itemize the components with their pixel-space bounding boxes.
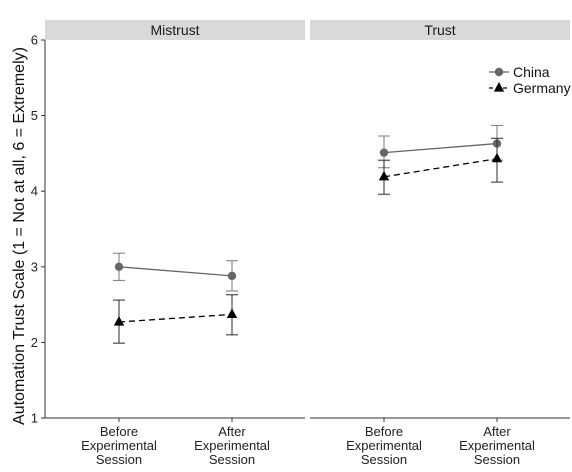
- y-tick-label: 6: [31, 33, 38, 48]
- data-point-circle-legend-0: [494, 67, 504, 77]
- y-tick-label: 5: [31, 108, 38, 123]
- x-tick-label: Experimental: [346, 438, 422, 453]
- panel-strip-title: Trust: [424, 22, 455, 38]
- panel-1: TrustBeforeExperimentalSessionAfterExper…: [310, 20, 570, 467]
- data-point-triangle-0: [378, 170, 390, 181]
- legend-label: China: [513, 64, 550, 80]
- series-germany: [378, 137, 503, 195]
- y-tick-label: 4: [31, 184, 38, 199]
- series-line: [118, 266, 233, 277]
- data-point-triangle-legend-1: [493, 82, 505, 92]
- data-point-circle-1: [227, 271, 237, 281]
- series-germany: [113, 294, 238, 344]
- chart-panels: MistrustBeforeExperimentalSessionAfterEx…: [44, 20, 570, 467]
- x-tick-label: After: [218, 424, 246, 439]
- x-tick-label: Session: [474, 452, 520, 467]
- y-tick-label: 3: [31, 259, 38, 274]
- y-tick-label: 2: [31, 335, 38, 350]
- panel-strip: [310, 20, 570, 40]
- panel-strip-title: Mistrust: [151, 22, 200, 38]
- data-point-circle-0: [114, 262, 124, 271]
- x-tick-label: After: [483, 424, 511, 439]
- series-line: [118, 313, 233, 323]
- panel-0: MistrustBeforeExperimentalSessionAfterEx…: [44, 20, 305, 467]
- data-point-circle-0: [379, 148, 389, 157]
- panel-strip: [45, 20, 305, 40]
- x-tick-label: Experimental: [459, 438, 535, 453]
- data-point-triangle-1: [491, 152, 503, 163]
- x-tick-label: Session: [209, 452, 255, 467]
- x-tick-label: Experimental: [81, 438, 157, 453]
- y-axis: 1 2 3 4 5 6: [31, 33, 45, 426]
- x-tick-label: Before: [365, 424, 403, 439]
- y-tick-label: 1: [31, 411, 38, 426]
- data-point-triangle-0: [113, 315, 125, 326]
- y-axis-title: Automation Trust Scale (1 = Not at all, …: [11, 47, 28, 425]
- data-point-triangle-1: [226, 308, 238, 319]
- x-tick-label: Experimental: [194, 438, 270, 453]
- series-line: [383, 158, 498, 178]
- x-tick-label: Session: [361, 452, 407, 467]
- x-tick-label: Before: [100, 424, 138, 439]
- x-tick-label: Session: [96, 452, 142, 467]
- series-line: [383, 142, 498, 154]
- legend-label: Germany: [513, 80, 571, 96]
- series-china: [113, 252, 238, 292]
